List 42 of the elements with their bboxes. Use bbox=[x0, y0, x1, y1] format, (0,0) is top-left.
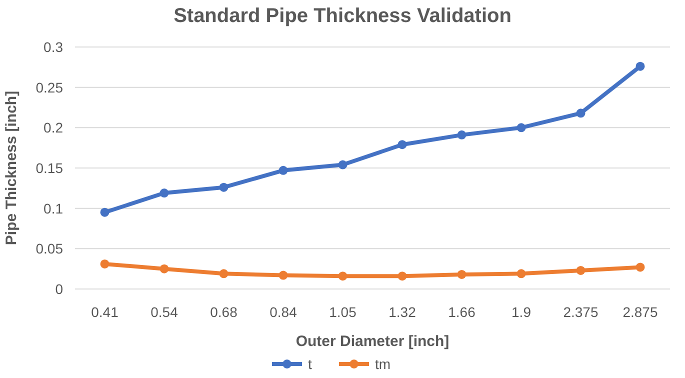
y-tick-label: 0.2 bbox=[44, 120, 64, 136]
point bbox=[516, 123, 526, 132]
point bbox=[278, 166, 288, 175]
point bbox=[100, 208, 110, 217]
point bbox=[278, 270, 288, 280]
point bbox=[636, 62, 645, 71]
chart-title: Standard Pipe Thickness Validation bbox=[174, 5, 512, 27]
point bbox=[338, 160, 348, 170]
y-axis-title: Pipe Thickness [inch] bbox=[3, 90, 20, 246]
y-tick-label: 0.1 bbox=[44, 200, 64, 216]
point bbox=[398, 272, 407, 281]
legend-label: t bbox=[308, 356, 312, 372]
x-tick-label: 1.05 bbox=[329, 304, 357, 320]
point bbox=[576, 266, 586, 275]
point bbox=[160, 188, 169, 198]
y-tick-label: 0.05 bbox=[36, 240, 64, 257]
y-tick-label: 0.25 bbox=[36, 79, 64, 96]
x-tick-label: 1.9 bbox=[512, 304, 532, 320]
x-tick-label: 2.375 bbox=[563, 304, 598, 320]
point bbox=[457, 270, 466, 279]
point bbox=[219, 269, 228, 278]
point bbox=[100, 259, 110, 268]
point bbox=[160, 264, 169, 274]
point bbox=[338, 272, 348, 281]
x-tick-label: 1.32 bbox=[388, 304, 416, 320]
x-tick-label: 0.68 bbox=[210, 304, 238, 320]
point bbox=[516, 269, 526, 278]
y-tick-label: 0.3 bbox=[44, 39, 64, 55]
y-tick-label: 0.15 bbox=[36, 160, 64, 176]
point bbox=[398, 140, 407, 150]
point bbox=[636, 262, 645, 272]
point bbox=[457, 130, 466, 140]
legend-label: tm bbox=[375, 356, 391, 372]
point bbox=[576, 108, 586, 118]
x-tick-label: 0.84 bbox=[270, 304, 298, 320]
x-axis-title: Outer Diameter [inch] bbox=[296, 333, 450, 350]
x-tick-label: 0.54 bbox=[150, 304, 178, 320]
x-tick-label: 0.41 bbox=[91, 304, 119, 320]
point bbox=[219, 182, 228, 192]
x-tick-label: 2.875 bbox=[622, 304, 658, 320]
x-tick-label: 1.66 bbox=[448, 304, 476, 320]
y-tick-label: 0 bbox=[55, 281, 64, 297]
